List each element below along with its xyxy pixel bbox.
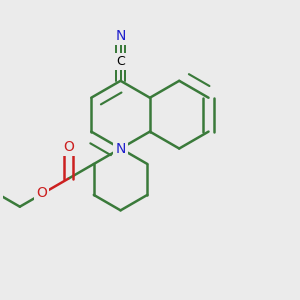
Text: O: O bbox=[36, 186, 47, 200]
Text: N: N bbox=[116, 29, 126, 43]
Text: C: C bbox=[116, 55, 125, 68]
Text: O: O bbox=[63, 140, 74, 154]
Text: N: N bbox=[116, 142, 126, 155]
